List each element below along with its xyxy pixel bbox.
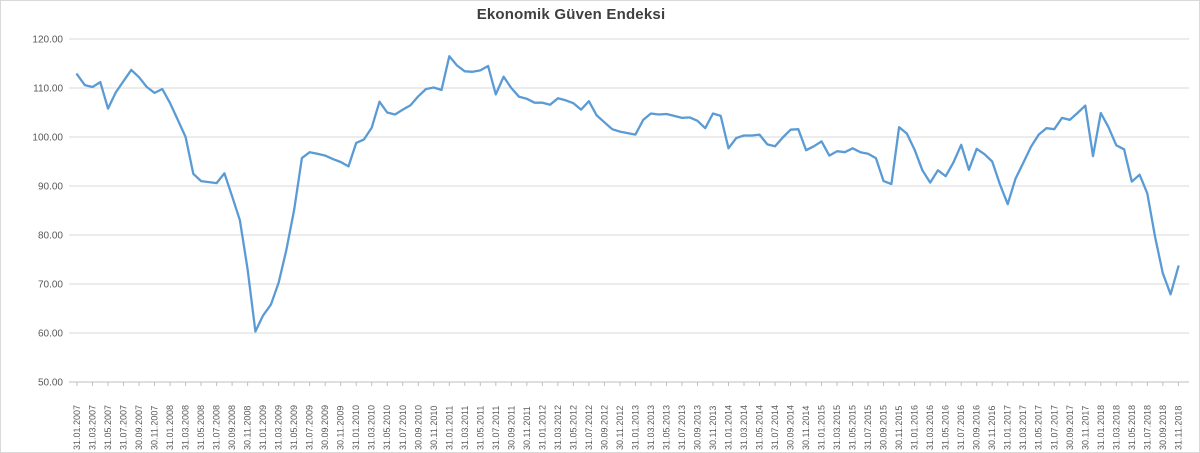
x-axis-label: 31.07.2010 [398,405,408,450]
x-axis-label: 31.07.2014 [770,405,780,450]
x-axis-label: 31.07.2013 [677,405,687,450]
x-axis-label: 31.05.2016 [941,405,951,450]
x-axis-label: 31.05.2007 [103,405,113,450]
x-axis-label: 30.11.2013 [708,406,718,450]
x-axis-label: 31.01.2010 [351,405,361,450]
x-axis-label: 31.07.2012 [584,405,594,450]
x-axis-label: 31.03.2010 [367,405,377,450]
x-axis-label: 31.05.2018 [1127,405,1137,450]
x-axis-label: 31.01.2016 [910,405,920,450]
y-axis-label: 120.00 [32,35,63,46]
x-axis-label: 31.05.2015 [848,405,858,450]
x-axis-label: 31.05.2011 [475,406,485,450]
chart-title: Ekonomik Güven Endeksi [476,6,666,23]
x-axis-label: 31.05.2008 [196,405,206,450]
x-axis-label: 31.03.2014 [739,405,749,450]
x-axis-label: 30.09.2009 [320,405,330,450]
x-axis-label: 30.11.2015 [894,406,904,450]
x-axis-label: 31.03.2008 [181,405,191,450]
x-axis-label: 31.07.2011 [491,406,501,450]
x-axis-label: 30.09.2010 [413,405,423,450]
x-axis-label: 31.07.2007 [119,405,129,450]
series-line [75,55,1180,333]
x-axis-label: 30.11.2017 [1080,406,1090,450]
x-axis-label: 31.01.2017 [1003,405,1013,450]
x-axis-label: 30.09.2012 [599,405,609,450]
x-axis-label: 31.01.2015 [817,405,827,450]
x-axis-label: 30.11.2010 [429,406,439,450]
x-axis-label: 30.11.2016 [987,406,997,450]
x-axis-label: 31.03.2015 [832,405,842,450]
y-axis-label: 100.00 [32,133,63,144]
x-axis-label: 31.05.2012 [568,405,578,450]
x-axis-label: 31.07.2009 [305,405,315,450]
x-axis-label: 30.11.2014 [801,406,811,450]
x-axis-label: 30.11.2012 [615,406,625,450]
y-axis-label: 50.00 [38,378,63,389]
x-axis-label: 30.11.2009 [336,406,346,450]
x-axis-label: 30.09.2007 [134,405,144,450]
x-axis-label: 31.03.2011 [460,406,470,450]
x-axis-label: 31.01.2014 [724,405,734,450]
x-axis-label: 31.07.2008 [212,405,222,450]
x-axis-label: 31.01.2013 [630,405,640,450]
x-axis-label: 31.01.2018 [1096,405,1106,450]
x-axis-label: 31.01.2011 [444,406,454,450]
x-axis-label: 30.11.2008 [243,406,253,450]
x-axis-label: 31.05.2013 [661,405,671,450]
x-axis-label: 30.09.2013 [692,405,702,450]
x-axis-label: 30.09.2014 [786,405,796,450]
x-axis-label: 31.01.2009 [258,405,268,450]
x-axis-label: 30.09.2018 [1158,405,1168,450]
x-axis-label: 31.03.2007 [88,405,98,450]
x-axis-label: 31.05.2014 [755,405,765,450]
x-axis-label: 31.01.2012 [537,405,547,450]
x-axis-label: 31.07.2017 [1049,405,1059,450]
x-axis-label: 30.09.2011 [506,406,516,450]
x-axis-label: 31.01.2008 [165,405,175,450]
y-axis-label: 60.00 [38,329,63,340]
x-axis-label: 30.09.2017 [1065,405,1075,450]
x-axis-label: 31.03.2016 [925,405,935,450]
x-axis-label: 30.09.2016 [972,405,982,450]
x-axis-label: 31.03.2017 [1018,405,1028,450]
x-axis-label: 31.03.2013 [646,405,656,450]
x-axis-label: 30.11.2007 [150,406,160,450]
y-axis-label: 110.00 [33,84,63,95]
y-axis-label: 70.00 [38,280,63,291]
y-axis-label: 80.00 [38,231,63,242]
y-axis-label: 90.00 [38,182,63,193]
x-axis-label: 31.07.2018 [1142,405,1152,450]
x-axis-label: 31.01.2007 [72,405,82,450]
x-axis-label: 31.05.2010 [382,405,392,450]
x-axis-label: 31.03.2009 [274,405,284,450]
x-axis-label: 30.11.2011 [522,406,532,450]
x-axis-label: 31.07.2016 [956,405,966,450]
x-axis-label: 31.03.2012 [553,405,563,450]
x-axis-label: 31.05.2009 [289,405,299,450]
x-axis-label: 31.03.2018 [1111,405,1121,450]
x-axis-label: 30.09.2008 [227,405,237,450]
x-axis-label: 31.11.2018 [1173,406,1183,450]
x-axis-label: 31.07.2015 [863,405,873,450]
x-axis-label: 31.05.2017 [1034,405,1044,450]
x-axis-label: 30.09.2015 [879,405,889,450]
